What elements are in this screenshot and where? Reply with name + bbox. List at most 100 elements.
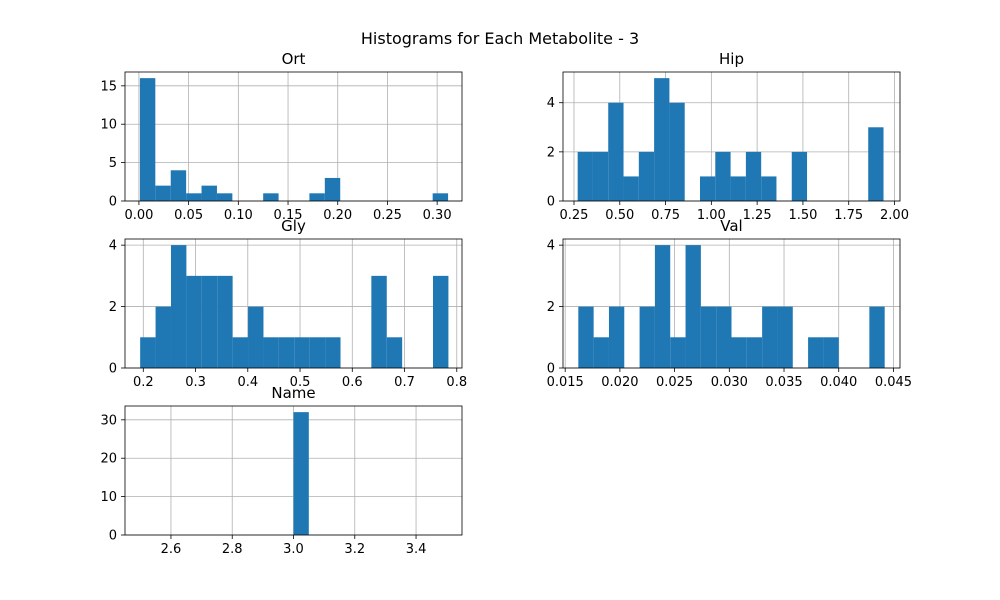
val-bar bbox=[808, 337, 824, 368]
gly-bar bbox=[186, 275, 202, 368]
ort-y-tick-label: 15 bbox=[100, 79, 117, 94]
name-y-tick-label: 20 bbox=[100, 452, 117, 467]
gly-x-tick-label: 0.2 bbox=[133, 375, 154, 390]
val-x-tick-label: 0.040 bbox=[820, 375, 857, 390]
val-bar bbox=[746, 337, 763, 368]
ort-x-tick-label: 0.30 bbox=[423, 208, 452, 223]
hip-x-tick-label: 1.50 bbox=[788, 208, 817, 223]
val-bar bbox=[685, 245, 701, 368]
val-bar bbox=[608, 306, 625, 368]
gly-bar bbox=[170, 245, 187, 368]
ort-y-tick-label: 5 bbox=[109, 156, 117, 171]
gly-bar bbox=[217, 275, 233, 368]
name-bar bbox=[293, 412, 309, 535]
ort-axes-frame bbox=[124, 71, 463, 202]
ort-bar bbox=[432, 193, 449, 201]
val-x-tick-label: 0.025 bbox=[656, 375, 693, 390]
ort-bar bbox=[216, 193, 233, 201]
name-x-tick-label: 2.8 bbox=[222, 542, 243, 557]
ort-y-tick-label: 10 bbox=[100, 118, 117, 133]
gly-bar bbox=[263, 337, 279, 368]
hip-y-tick-label: 0 bbox=[547, 195, 555, 210]
subplot-title-val: Val bbox=[720, 217, 742, 235]
hip-y-tick-label: 4 bbox=[547, 96, 555, 111]
name-y-tick-label: 10 bbox=[100, 490, 117, 505]
ort-x-tick-label: 0.00 bbox=[124, 208, 153, 223]
val-bar bbox=[823, 337, 839, 368]
hip-x-tick-label: 2.00 bbox=[880, 208, 909, 223]
hip-x-tick-label: 1.25 bbox=[743, 208, 772, 223]
subplot-title-name: Name bbox=[271, 384, 315, 402]
gly-bar bbox=[309, 337, 326, 368]
gly-bar bbox=[201, 275, 218, 368]
hip-bar bbox=[592, 151, 609, 201]
hip-bar bbox=[654, 78, 670, 201]
hip-bar bbox=[577, 151, 593, 201]
val-y-tick-label: 4 bbox=[547, 239, 555, 254]
ort-bar bbox=[201, 185, 217, 201]
gly-bar bbox=[140, 337, 156, 368]
histogram-val: 0.015 0.020 0.025 0.030 0.035 0.040 0.045 0 2 4 Va… bbox=[547, 217, 912, 390]
subplot-title-ort: Ort bbox=[282, 50, 306, 68]
val-bar bbox=[639, 306, 655, 368]
subplot-title-hip: Hip bbox=[719, 50, 744, 68]
gly-x-tick-label: 0.7 bbox=[394, 375, 415, 390]
hip-axes-frame bbox=[562, 71, 901, 202]
val-bar bbox=[731, 337, 747, 368]
gly-bar bbox=[278, 337, 295, 368]
val-bar bbox=[670, 337, 686, 368]
ort-x-tick-label: 0.15 bbox=[274, 208, 303, 223]
gly-axes-frame bbox=[124, 238, 463, 369]
ort-bar bbox=[324, 177, 341, 201]
ort-bar bbox=[139, 78, 156, 201]
val-bar bbox=[777, 306, 793, 368]
ort-bar bbox=[309, 193, 325, 201]
gly-y-tick-label: 2 bbox=[109, 300, 117, 315]
val-bar bbox=[716, 306, 732, 368]
ort-bar bbox=[155, 185, 171, 201]
name-y-tick-label: 0 bbox=[109, 529, 117, 544]
hip-bar bbox=[730, 176, 746, 201]
ort-x-tick-label: 0.10 bbox=[224, 208, 253, 223]
gly-x-tick-label: 0.3 bbox=[185, 375, 206, 390]
val-bar bbox=[654, 245, 671, 368]
ort-bar bbox=[170, 170, 187, 201]
val-bar bbox=[700, 306, 717, 368]
val-y-tick-label: 2 bbox=[547, 300, 555, 315]
hip-bar bbox=[623, 176, 639, 201]
histogram-ort: 0.00 0.05 0.10 0.15 0.20 0.25 0.30 0 5 10 15 Ort bbox=[100, 50, 463, 223]
val-bar bbox=[762, 306, 778, 368]
gly-x-tick-label: 0.6 bbox=[342, 375, 363, 390]
hip-x-tick-label: 1.75 bbox=[834, 208, 863, 223]
val-x-tick-label: 0.045 bbox=[875, 375, 912, 390]
hip-bar bbox=[868, 127, 884, 201]
val-bar bbox=[593, 337, 609, 368]
val-axes-frame bbox=[562, 238, 901, 369]
hip-x-tick-label: 1.00 bbox=[697, 208, 726, 223]
ort-y-tick-label: 0 bbox=[109, 195, 117, 210]
histogram-hip: 0.25 0.50 0.75 1.00 1.25 1.50 1.75 2.00 0 2 4 Hip bbox=[547, 50, 909, 223]
ort-bar bbox=[186, 193, 202, 201]
name-x-tick-label: 3.0 bbox=[283, 542, 304, 557]
hip-bar bbox=[669, 102, 685, 201]
hip-y-tick-label: 2 bbox=[547, 145, 555, 160]
gly-x-tick-label: 0.4 bbox=[237, 375, 258, 390]
name-x-tick-label: 2.6 bbox=[161, 542, 182, 557]
gly-bar bbox=[386, 337, 403, 368]
gly-x-tick-label: 0.8 bbox=[446, 375, 467, 390]
name-x-tick-label: 3.4 bbox=[406, 542, 427, 557]
val-bar bbox=[578, 306, 594, 368]
hip-bar bbox=[638, 151, 655, 201]
ort-x-tick-label: 0.20 bbox=[323, 208, 352, 223]
hip-x-tick-label: 0.75 bbox=[651, 208, 680, 223]
hip-bar bbox=[745, 151, 762, 201]
histogram-gly: 0.2 0.3 0.4 0.5 0.6 0.7 0.8 0 2 4 Gly bbox=[109, 217, 467, 390]
ort-x-tick-label: 0.25 bbox=[373, 208, 402, 223]
gly-x-tick-label: 0.5 bbox=[290, 375, 311, 390]
hip-bar bbox=[761, 176, 777, 201]
gly-bar bbox=[294, 337, 310, 368]
name-y-tick-label: 30 bbox=[100, 413, 117, 428]
gly-bar bbox=[433, 275, 449, 368]
val-x-tick-label: 0.035 bbox=[765, 375, 802, 390]
